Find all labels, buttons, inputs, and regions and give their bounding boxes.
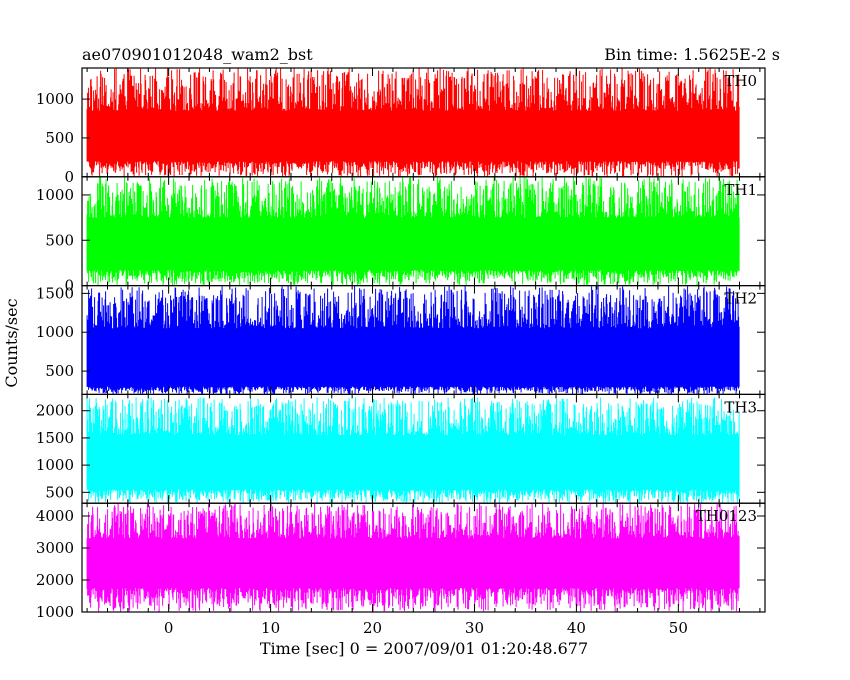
panel-th1: 0 500 1000 TH1	[36, 176, 766, 295]
series-th0123-line	[86, 503, 740, 612]
panel-label-th0123: TH0123	[696, 507, 757, 525]
panel-label-th0: TH0	[724, 72, 757, 90]
y-tick-label: 2000	[36, 571, 74, 589]
panel-label-th2: TH2	[724, 290, 757, 308]
y-tick-label: 1000	[36, 456, 74, 474]
y-tick-label: 1500	[36, 429, 74, 447]
panel-th0: 0 500 1000 TH0	[36, 67, 766, 186]
y-tick-label: 500	[45, 362, 74, 380]
y-tick-label: 1000	[36, 90, 74, 108]
y-tick-label: 1000	[36, 323, 74, 341]
series-th2-line	[86, 285, 740, 395]
series-th0-line	[86, 68, 740, 177]
panel-label-th1: TH1	[724, 181, 757, 199]
bin-time-label: Bin time: 1.5625E-2 s	[604, 45, 780, 64]
y-tick-label: 0	[64, 277, 74, 295]
panel-th0123: 1000 2000 3000 4000 TH0123	[36, 502, 766, 621]
x-tick-label: 10	[261, 619, 280, 637]
chart-title: ae070901012048_wam2_bst	[82, 45, 313, 64]
panel-th3: 500 1000 1500 2000 TH3	[36, 393, 766, 504]
y-tick-label: 500	[45, 129, 74, 147]
y-tick-label: 1500	[36, 284, 74, 302]
panel-label-th3: TH3	[724, 398, 757, 416]
panel-th2: 500 1000 1500 TH2	[36, 284, 766, 396]
series-th1-line	[86, 176, 740, 286]
y-tick-label: 4000	[36, 507, 74, 525]
y-tick-label: 1000	[36, 186, 74, 204]
y-tick-label: 3000	[36, 539, 74, 557]
x-tick-label: 30	[465, 619, 484, 637]
y-tick-label: 2000	[36, 402, 74, 420]
x-tick-label: 0	[164, 619, 174, 637]
y-axis-title: Counts/sec	[2, 298, 21, 387]
panel-frame	[81, 502, 766, 613]
x-axis-title: Time [sec] 0 = 2007/09/01 01:20:48.677	[260, 639, 588, 658]
y-tick-label: 500	[45, 483, 74, 501]
y-tick-label: 0	[64, 168, 74, 186]
x-tick-label: 50	[669, 619, 688, 637]
x-tick-label: 20	[363, 619, 382, 637]
x-tick-label: 40	[567, 619, 586, 637]
series-th3-line	[86, 397, 740, 504]
y-tick-label: 500	[45, 231, 74, 249]
y-tick-label: 1000	[36, 603, 74, 621]
